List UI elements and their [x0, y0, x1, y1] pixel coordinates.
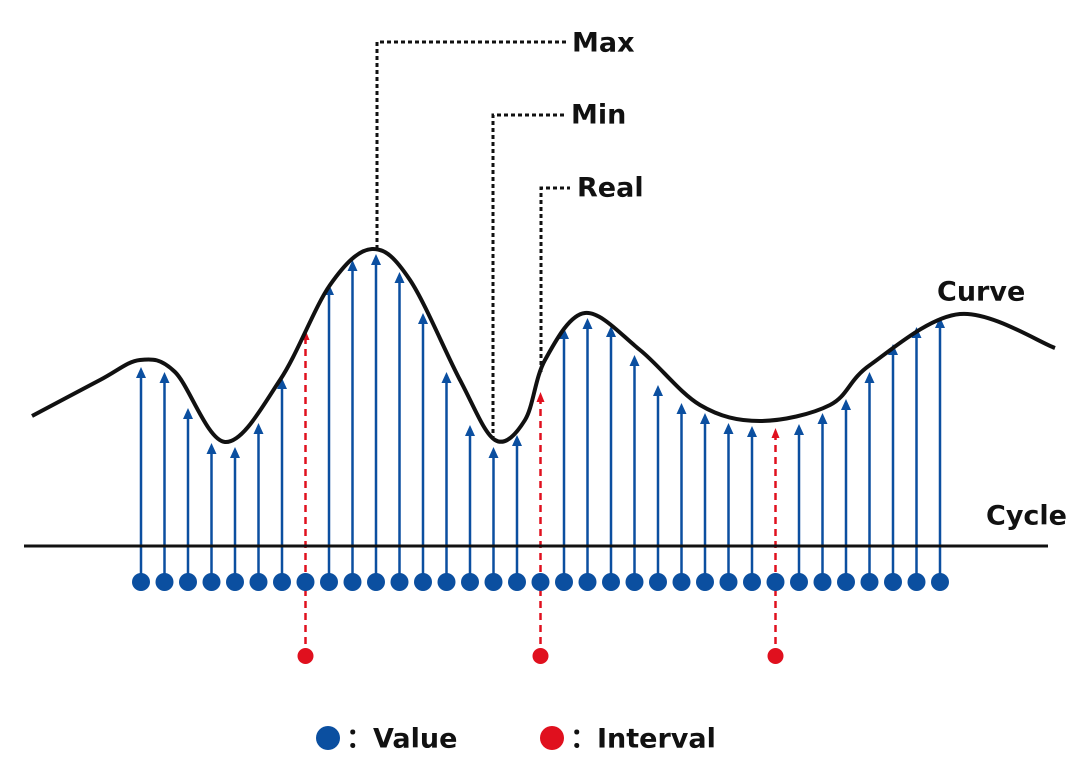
value-arrow: [935, 317, 945, 328]
value-dot: [766, 573, 785, 591]
value-arrow: [347, 260, 358, 271]
value-dot: [790, 573, 808, 591]
value-arrow: [817, 413, 828, 424]
value-dot: [719, 573, 738, 591]
value-dot: [884, 573, 902, 591]
value-dot: [484, 573, 503, 591]
cycle-label: Cycle: [986, 501, 1067, 532]
value-dot: [320, 573, 338, 591]
value-arrow: [582, 318, 593, 329]
value-dot: [602, 573, 620, 591]
value-dot: [273, 573, 291, 591]
value-arrow: [159, 372, 170, 383]
value-arrow: [183, 408, 193, 419]
value-arrow: [371, 254, 381, 265]
value-arrow: [606, 326, 616, 337]
value-dot: [625, 573, 644, 591]
value-arrow: [253, 423, 264, 434]
legend-value-dot: [316, 726, 340, 750]
legend-value: ：Value: [346, 724, 457, 755]
real-leader: [539, 186, 570, 372]
value-dot: [343, 573, 362, 591]
value-dot: [414, 573, 432, 591]
value-dot: [555, 573, 573, 591]
interval-dot: [532, 648, 549, 664]
curve: [31, 246, 1056, 444]
value-arrow: [723, 423, 734, 434]
value-dot: [179, 573, 197, 591]
interval-arrow: [771, 428, 780, 438]
value-arrow: [441, 372, 452, 383]
value-dot: [696, 573, 714, 591]
value-dot: [202, 573, 221, 591]
value-dot: [296, 573, 315, 591]
value-arrow: [394, 272, 405, 283]
value-arrow: [418, 313, 428, 324]
min-leader: [491, 113, 567, 440]
max-label: Max: [572, 28, 635, 59]
value-dot: [813, 573, 832, 591]
interval-dot: [767, 648, 784, 664]
value-arrow: [559, 328, 569, 339]
value-dot: [578, 573, 597, 591]
value-dot: [132, 573, 150, 591]
value-dot: [837, 573, 855, 591]
value-arrow: [841, 399, 851, 410]
value-arrow: [277, 378, 287, 389]
value-arrow: [629, 355, 640, 366]
value-arrow: [747, 426, 757, 437]
value-dot: [672, 573, 691, 591]
real-label: Real: [577, 173, 644, 204]
value-dot: [743, 573, 761, 591]
curve-label: Curve: [937, 277, 1025, 308]
value-arrow: [676, 403, 687, 414]
value-arrow: [700, 413, 710, 424]
value-arrow: [206, 443, 217, 454]
interval-dot: [297, 648, 314, 664]
legend-interval: ：Interval: [570, 724, 716, 755]
value-dot: [531, 573, 550, 591]
value-dot: [390, 573, 409, 591]
value-dot: [437, 573, 456, 591]
value-arrow: [465, 425, 475, 436]
value-arrow: [230, 447, 240, 458]
value-arrow: [864, 372, 875, 383]
value-arrow: [512, 435, 522, 446]
value-dot: [461, 573, 479, 591]
value-dot: [367, 573, 385, 591]
legend-interval-dot: [540, 726, 564, 750]
value-dot: [155, 573, 174, 591]
interval-arrow: [536, 392, 545, 402]
value-arrow: [488, 447, 499, 458]
value-dot: [649, 573, 667, 591]
value-arrow: [653, 385, 663, 396]
value-dot: [860, 573, 879, 591]
value-dot: [226, 573, 244, 591]
value-arrow: [794, 424, 804, 435]
value-arrow: [136, 367, 146, 378]
value-dot: [907, 573, 926, 591]
min-label: Min: [571, 100, 626, 131]
value-dot: [249, 573, 268, 591]
value-dot: [508, 573, 526, 591]
max-leader: [375, 40, 568, 249]
value-dot: [931, 573, 949, 591]
